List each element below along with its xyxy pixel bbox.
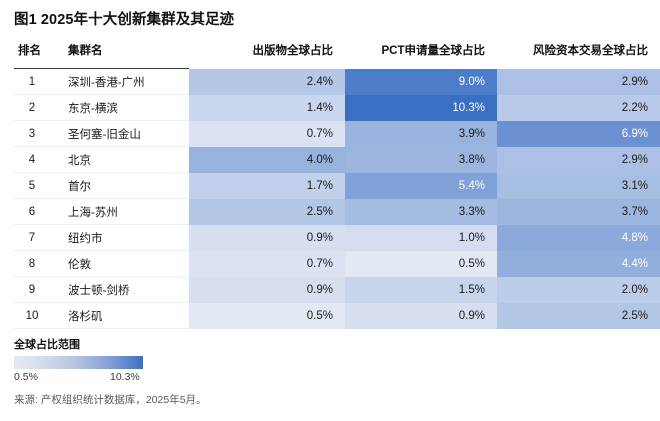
cell-pct-share: 1.5% xyxy=(345,276,497,303)
table-row: 3 圣何塞-旧金山 0.7% 3.9% 6.9% xyxy=(14,120,660,147)
source-note: 来源: 产权组织统计数据库，2025年5月。 xyxy=(14,394,207,406)
legend-scale: 0.5% 10.3% xyxy=(14,371,160,385)
cell-venture-share: 2.2% xyxy=(497,94,660,121)
cell-cluster-name: 首尔 xyxy=(58,172,189,199)
cell-publications-share: 1.4% xyxy=(189,94,345,121)
cell-cluster-name: 圣何塞-旧金山 xyxy=(58,120,189,147)
cell-venture-share: 2.9% xyxy=(497,68,660,95)
cell-pct-share: 3.9% xyxy=(345,120,497,147)
cell-venture-share: 6.9% xyxy=(497,120,660,147)
table-header: 排名 集群名 出版物全球占比 PCT申请量全球占比 风险资本交易全球占比 xyxy=(14,42,660,69)
cell-rank: 1 xyxy=(14,68,58,95)
table-header-rule xyxy=(14,66,660,69)
cell-publications-share: 0.9% xyxy=(189,224,345,251)
column-header-publications: 出版物全球占比 xyxy=(189,42,345,66)
cell-cluster-name: 北京 xyxy=(58,146,189,173)
table-row: 2 东京-横滨 1.4% 10.3% 2.2% xyxy=(14,94,660,121)
cell-cluster-name: 伦敦 xyxy=(58,250,189,277)
cell-rank: 3 xyxy=(14,120,58,147)
header-rule-cluster xyxy=(58,66,189,69)
table-body: 1 深圳-香港-广州 2.4% 9.0% 2.9% 2 东京-横滨 1.4% 10.3% 2.2%… xyxy=(14,68,660,329)
cell-venture-share: 2.5% xyxy=(497,302,660,329)
cell-cluster-name: 洛杉矶 xyxy=(58,302,189,329)
table-row: 10 洛杉矶 0.5% 0.9% 2.5% xyxy=(14,302,660,329)
legend-gradient-bar xyxy=(14,356,143,369)
column-header-pct: PCT申请量全球占比 xyxy=(345,42,497,66)
cell-publications-share: 0.9% xyxy=(189,276,345,303)
cell-rank: 6 xyxy=(14,198,58,225)
cell-venture-share: 2.9% xyxy=(497,146,660,173)
column-header-cluster: 集群名 xyxy=(58,42,189,66)
cell-publications-share: 0.7% xyxy=(189,120,345,147)
cell-cluster-name: 东京-横滨 xyxy=(58,94,189,121)
cell-cluster-name: 深圳-香港-广州 xyxy=(58,68,189,95)
figure-title: 图1 2025年十大创新集群及其足迹 xyxy=(14,12,235,28)
cell-rank: 10 xyxy=(14,302,58,329)
cell-cluster-name: 上海-苏州 xyxy=(58,198,189,225)
cell-rank: 7 xyxy=(14,224,58,251)
column-header-rank: 排名 xyxy=(14,42,58,66)
cell-rank: 2 xyxy=(14,94,58,121)
cell-rank: 8 xyxy=(14,250,58,277)
table-container: 排名 集群名 出版物全球占比 PCT申请量全球占比 风险资本交易全球占比 1 深圳… xyxy=(0,42,660,329)
legend: 全球占比范围 0.5% 10.3% xyxy=(14,336,214,385)
innovation-cluster-table: 排名 集群名 出版物全球占比 PCT申请量全球占比 风险资本交易全球占比 1 深圳… xyxy=(14,42,660,329)
header-rule-rank xyxy=(14,66,58,69)
table-row: 9 波士顿-剑桥 0.9% 1.5% 2.0% xyxy=(14,276,660,303)
cell-venture-share: 2.0% xyxy=(497,276,660,303)
table-row: 1 深圳-香港-广州 2.4% 9.0% 2.9% xyxy=(14,68,660,95)
cell-venture-share: 4.8% xyxy=(497,224,660,251)
cell-pct-share: 9.0% xyxy=(345,68,497,95)
cell-venture-share: 3.1% xyxy=(497,172,660,199)
cell-rank: 9 xyxy=(14,276,58,303)
cell-cluster-name: 波士顿-剑桥 xyxy=(58,276,189,303)
cell-rank: 5 xyxy=(14,172,58,199)
table-row: 7 纽约市 0.9% 1.0% 4.8% xyxy=(14,224,660,251)
cell-pct-share: 1.0% xyxy=(345,224,497,251)
cell-pct-share: 3.8% xyxy=(345,146,497,173)
cell-publications-share: 0.7% xyxy=(189,250,345,277)
table-row: 8 伦敦 0.7% 0.5% 4.4% xyxy=(14,250,660,277)
table-row: 6 上海-苏州 2.5% 3.3% 3.7% xyxy=(14,198,660,225)
cell-publications-share: 0.5% xyxy=(189,302,345,329)
cell-pct-share: 0.5% xyxy=(345,250,497,277)
legend-min-label: 0.5% xyxy=(14,371,38,383)
cell-publications-share: 1.7% xyxy=(189,172,345,199)
cell-pct-share: 0.9% xyxy=(345,302,497,329)
cell-rank: 4 xyxy=(14,146,58,173)
cell-publications-share: 2.4% xyxy=(189,68,345,95)
legend-title: 全球占比范围 xyxy=(14,339,80,351)
cell-publications-share: 4.0% xyxy=(189,146,345,173)
table-row: 5 首尔 1.7% 5.4% 3.1% xyxy=(14,172,660,199)
cell-venture-share: 4.4% xyxy=(497,250,660,277)
cell-venture-share: 3.7% xyxy=(497,198,660,225)
column-header-venture: 风险资本交易全球占比 xyxy=(497,42,660,66)
table-row: 4 北京 4.0% 3.8% 2.9% xyxy=(14,146,660,173)
cell-publications-share: 2.5% xyxy=(189,198,345,225)
cell-cluster-name: 纽约市 xyxy=(58,224,189,251)
legend-max-label: 10.3% xyxy=(110,371,140,383)
cell-pct-share: 5.4% xyxy=(345,172,497,199)
table-header-row: 排名 集群名 出版物全球占比 PCT申请量全球占比 风险资本交易全球占比 xyxy=(14,42,660,66)
cell-pct-share: 3.3% xyxy=(345,198,497,225)
cell-pct-share: 10.3% xyxy=(345,94,497,121)
